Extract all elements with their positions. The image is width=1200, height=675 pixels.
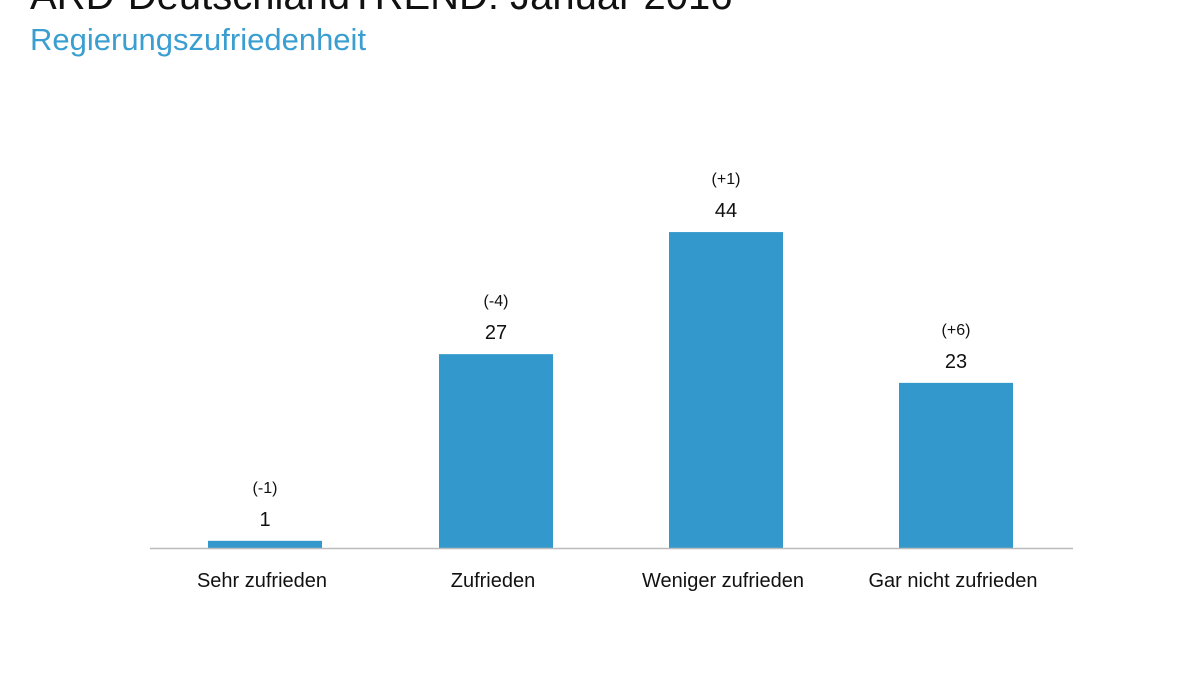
chart-title: ARD-DeutschlandTREND: Januar 2016 [30,0,733,19]
change-label: (+1) [712,171,741,188]
value-label: 23 [945,351,967,373]
bar [208,540,322,548]
x-tick-label: Zufrieden [451,570,536,592]
change-label: (+6) [942,322,971,339]
bar [899,382,1013,548]
value-label: 27 [485,322,507,344]
x-tick-label: Weniger zufrieden [642,570,804,592]
value-label: 44 [715,200,737,222]
chart-subtitle: Regierungszufriedenheit [30,22,367,57]
x-tick-label: Sehr zufrieden [197,570,327,592]
change-label: (-1) [253,480,278,497]
bar [669,232,783,548]
bar [439,354,553,548]
x-tick-label: Gar nicht zufrieden [869,570,1038,592]
change-label: (-4) [484,293,509,310]
value-label: 1 [259,509,270,531]
